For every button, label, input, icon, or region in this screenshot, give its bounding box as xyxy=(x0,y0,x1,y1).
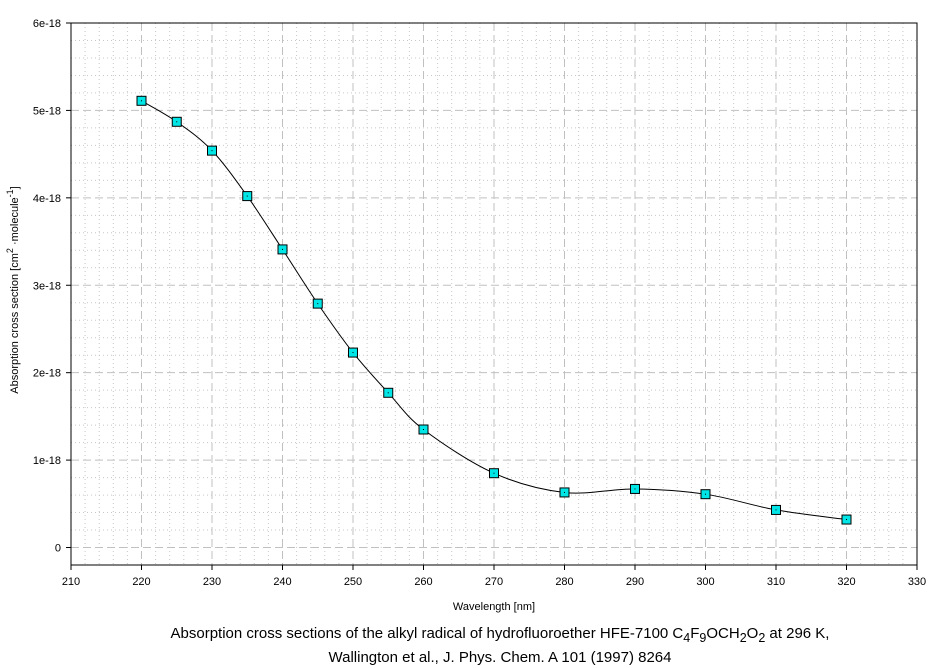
data-point-center xyxy=(317,303,319,305)
caption-line-1: Absorption cross sections of the alkyl r… xyxy=(170,625,830,645)
y-tick-label: 0 xyxy=(55,543,61,555)
data-point-center xyxy=(493,472,495,474)
data-point-center xyxy=(846,519,847,521)
y-tick-label: 6e-18 xyxy=(33,18,61,30)
data-point-center xyxy=(564,491,565,493)
x-tick-label: 310 xyxy=(767,576,785,588)
x-tick-label: 230 xyxy=(203,576,221,588)
y-axis-label: Absorption cross section [cm2 ·molecule-… xyxy=(5,186,21,393)
x-tick-label: 240 xyxy=(273,576,291,588)
x-tick-label: 330 xyxy=(908,576,926,588)
data-point-center xyxy=(211,150,213,152)
data-point-center xyxy=(352,352,354,354)
data-point-center xyxy=(387,392,389,394)
plot-frame xyxy=(70,22,918,566)
x-tick-label: 270 xyxy=(485,576,503,588)
y-tick-label: 2e-18 xyxy=(33,368,61,380)
x-axis-label: Wavelength [nm] xyxy=(453,601,535,613)
x-tick-label: 290 xyxy=(626,576,644,588)
grid xyxy=(71,23,917,565)
x-tick-label: 260 xyxy=(414,576,432,588)
x-tick-label: 280 xyxy=(555,576,573,588)
y-tick-label: 5e-18 xyxy=(33,105,61,117)
caption-line-2: Wallington et al., J. Phys. Chem. A 101 … xyxy=(328,649,672,666)
x-tick-label: 220 xyxy=(132,576,150,588)
x-tick-label: 250 xyxy=(344,576,362,588)
y-tick-label: 1e-18 xyxy=(33,455,61,467)
y-tick-label: 3e-18 xyxy=(33,280,61,292)
data-point-center xyxy=(282,248,283,250)
y-tick-label: 4e-18 xyxy=(33,193,61,205)
data-point-center xyxy=(246,195,248,197)
series-line xyxy=(141,100,847,521)
x-tick-label: 320 xyxy=(837,576,855,588)
x-tick-label: 210 xyxy=(62,576,80,588)
data-point-center xyxy=(705,493,706,495)
x-tick-label: 300 xyxy=(696,576,714,588)
data-point-center xyxy=(423,429,424,430)
data-point-center xyxy=(141,100,142,102)
data-point-center xyxy=(634,488,636,490)
axes: 210 220 230 240 250 260 270 280 290 300 310 320 330 0… xyxy=(33,18,926,588)
data-point-center xyxy=(775,509,777,511)
data-points xyxy=(136,95,852,525)
data-point-center xyxy=(176,121,178,123)
